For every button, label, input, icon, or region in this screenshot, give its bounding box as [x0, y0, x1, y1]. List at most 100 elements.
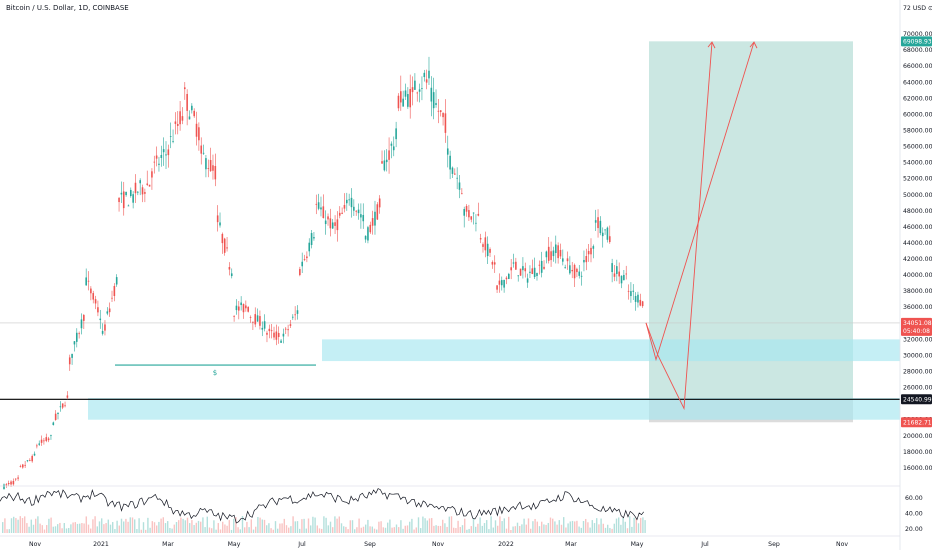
- candle-body: [378, 198, 381, 208]
- candle-body: [616, 266, 618, 274]
- candle-body: [611, 263, 613, 273]
- candle-body: [491, 261, 494, 265]
- candle-body: [151, 171, 153, 178]
- candle-body: [543, 266, 545, 269]
- candle-body: [315, 203, 318, 205]
- candle-body: [569, 265, 571, 274]
- volume-bar: [358, 518, 360, 533]
- price-tick-label: 50000.00: [903, 192, 932, 199]
- volume-bar: [81, 523, 83, 533]
- candle-body: [259, 316, 261, 326]
- volume-bar: [393, 527, 395, 533]
- volume-bar: [208, 527, 211, 533]
- volume-bar: [466, 529, 468, 533]
- candle-body: [179, 111, 181, 125]
- candle-body: [388, 150, 390, 160]
- volume-bar: [285, 525, 288, 533]
- volume-bar: [279, 523, 281, 533]
- volume-bar: [263, 519, 266, 533]
- candle-body: [158, 163, 160, 165]
- price-tick-label: 18000.00: [903, 449, 932, 456]
- volume-bar: [519, 525, 521, 533]
- candle-body: [529, 271, 531, 273]
- candle-body: [360, 214, 362, 218]
- volume-bar: [307, 518, 310, 533]
- candle-body: [576, 268, 578, 273]
- candle-body: [19, 466, 22, 467]
- candle-body: [193, 110, 195, 117]
- volume-bar: [195, 522, 197, 533]
- candle-body: [45, 437, 48, 441]
- candle-body: [57, 412, 59, 415]
- volume-bar: [367, 519, 369, 533]
- volume-bar: [327, 525, 329, 533]
- volume-bar: [453, 527, 455, 533]
- candle-body: [308, 242, 311, 252]
- candle-body: [606, 227, 609, 240]
- candle-body: [364, 235, 367, 240]
- candle-body: [292, 316, 294, 318]
- candle-body: [547, 246, 550, 261]
- volume-bar: [171, 528, 173, 533]
- volume-bar: [459, 526, 461, 533]
- volume-bar: [149, 527, 151, 533]
- volume-bar: [92, 519, 94, 533]
- candle-body: [254, 314, 257, 325]
- candle-body: [268, 328, 271, 332]
- volume-bar: [395, 524, 398, 533]
- time-tick-label: May: [631, 541, 644, 548]
- candle-body: [266, 332, 268, 335]
- candle-body: [545, 251, 548, 258]
- candle-body: [369, 224, 372, 233]
- candle-body: [167, 149, 170, 156]
- candle-body: [327, 216, 329, 220]
- price-tick-label: 16000.00: [903, 465, 932, 472]
- volume-bar: [30, 519, 32, 533]
- volume-bar: [505, 528, 508, 533]
- candle-body: [270, 330, 273, 332]
- volume-bar: [413, 529, 415, 533]
- volume-bar: [591, 520, 593, 533]
- volume-bar: [103, 524, 105, 533]
- time-tick-label: Sep: [364, 541, 376, 548]
- volume-bar: [351, 520, 354, 533]
- candle-body: [101, 330, 104, 334]
- volume-bar: [318, 528, 321, 533]
- candle-body: [226, 247, 228, 249]
- candles: [3, 56, 644, 490]
- volume-bar: [246, 521, 248, 533]
- volume-bar: [389, 519, 391, 533]
- candle-body: [566, 258, 569, 262]
- support-label: $: [213, 369, 217, 377]
- candle-body: [202, 152, 205, 154]
- volume-bar: [321, 528, 323, 533]
- candle-body: [148, 184, 151, 187]
- candle-body: [608, 236, 611, 243]
- volume-bar: [301, 519, 303, 533]
- candle-body: [85, 277, 87, 286]
- volume-bar: [475, 526, 477, 533]
- volume-bar: [316, 525, 318, 533]
- candle-body: [517, 275, 520, 277]
- volume-bar: [329, 521, 332, 533]
- volume-bars: [2, 516, 646, 533]
- candle-body: [381, 161, 383, 164]
- volume-bar: [345, 526, 347, 533]
- volume-bar: [494, 520, 497, 533]
- candle-body: [73, 341, 76, 345]
- volume-bar: [270, 528, 272, 533]
- candle-body: [355, 210, 357, 212]
- candle-body: [146, 183, 149, 185]
- candle-body: [106, 311, 109, 314]
- price-tick-label: 70000.00: [903, 31, 932, 38]
- candle-body: [165, 154, 167, 156]
- volume-bar: [48, 518, 50, 533]
- volume-bar: [274, 521, 277, 533]
- time-tick-label: Jul: [700, 541, 709, 548]
- candle-body: [324, 220, 327, 225]
- volume-bar: [204, 527, 206, 533]
- candle-body: [414, 80, 416, 90]
- candle-body: [552, 250, 555, 257]
- current-price-tag: 34051.08: [901, 317, 932, 336]
